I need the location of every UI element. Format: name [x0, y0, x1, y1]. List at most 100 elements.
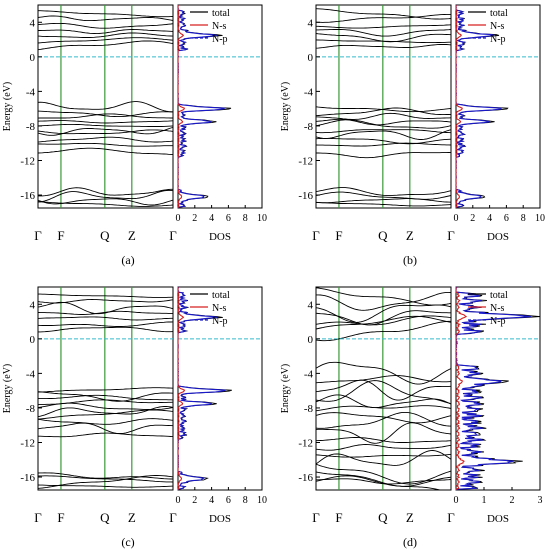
band-line [315, 129, 452, 134]
band-line [37, 299, 174, 304]
band-line [37, 142, 173, 147]
band-line [38, 10, 174, 18]
k-point-label: Q [378, 510, 388, 525]
dos-ns-curve [455, 287, 468, 490]
dos-tick-label: 0 [176, 213, 181, 224]
band-line [315, 129, 452, 140]
energy-tick-label: -16 [298, 472, 313, 484]
band-line [37, 189, 174, 203]
energy-tick-label: -12 [298, 155, 313, 167]
k-point-label: Γ [34, 228, 42, 243]
band-line [37, 37, 174, 44]
k-point-label: Γ [34, 510, 42, 525]
band-line [37, 101, 174, 113]
energy-tick-label: -16 [20, 472, 35, 484]
band-line [37, 301, 174, 315]
legend-label: N-p [212, 34, 228, 45]
k-point-label: F [335, 228, 342, 243]
band-line [315, 379, 452, 401]
energy-tick-label: 0 [30, 52, 36, 64]
band-line [38, 432, 174, 438]
k-point-label: Γ [447, 228, 455, 243]
band-line [315, 315, 452, 326]
legend-label: total [490, 290, 508, 301]
band-line [315, 405, 452, 412]
band-line [315, 444, 452, 451]
band-line [315, 361, 452, 385]
dos-tick-label: 0 [454, 495, 459, 506]
dos-tick-label: 6 [226, 495, 231, 506]
band-line [37, 136, 174, 143]
dos-axis-label: DOS [209, 513, 231, 525]
band-line [38, 293, 174, 298]
dos-tick-label: 4 [487, 213, 492, 224]
band-line [315, 422, 452, 444]
dos-frame [177, 286, 263, 491]
band-line [315, 198, 452, 204]
band-line [37, 198, 174, 206]
band-line [315, 287, 452, 306]
band-line [315, 187, 452, 196]
dos-tick-label: 10 [535, 213, 545, 224]
energy-tick-label: 0 [308, 52, 314, 64]
band-line [315, 201, 452, 207]
band-line [37, 409, 174, 420]
panel-label: (c) [121, 535, 134, 549]
band-frame [37, 4, 174, 209]
band-line [315, 191, 452, 200]
k-point-label: Z [406, 228, 414, 243]
band-line [38, 387, 174, 393]
k-point-label: F [57, 510, 64, 525]
legend-label: N-s [212, 21, 227, 32]
dos-tick-label: 4 [209, 213, 214, 224]
band-line [315, 380, 452, 405]
panel-label: (b) [403, 253, 417, 267]
band-line [37, 147, 174, 156]
band-line [38, 394, 174, 401]
band-line [315, 33, 452, 43]
dos-tick-label: 10 [257, 495, 267, 506]
dos-tick-label: 6 [504, 213, 509, 224]
band-line [315, 304, 452, 323]
band-line [37, 484, 174, 488]
k-point-label: Q [378, 228, 388, 243]
y-axis-label: Energy (eV) [280, 364, 291, 414]
energy-tick-label: 0 [308, 334, 314, 346]
band-line [315, 320, 451, 342]
band-line [315, 315, 452, 330]
legend-label: N-s [212, 303, 227, 314]
legend-label: N-p [212, 316, 228, 327]
k-point-label: Γ [312, 228, 320, 243]
energy-tick-label: -4 [26, 368, 36, 380]
energy-tick-label: 4 [308, 17, 314, 29]
energy-tick-label: -12 [20, 437, 35, 449]
k-point-label: Z [128, 510, 136, 525]
band-line [315, 112, 452, 120]
y-axis-label: Energy (eV) [2, 364, 13, 414]
energy-tick-label: -8 [304, 121, 314, 133]
band-line [38, 187, 173, 197]
band-line [315, 475, 451, 491]
y-axis-label: Energy (eV) [280, 82, 291, 132]
band-line [37, 123, 174, 127]
dos-frame [455, 286, 541, 491]
band-line [37, 120, 174, 124]
panel-label: (d) [403, 535, 417, 549]
energy-tick-label: -4 [26, 86, 36, 98]
energy-tick-label: -4 [304, 86, 314, 98]
dos-tick-label: 0 [454, 213, 459, 224]
band-line [37, 22, 174, 29]
dos-ns-curve [455, 5, 463, 208]
legend-label: N-s [490, 303, 505, 314]
band-line [315, 394, 452, 409]
band-line [316, 29, 452, 37]
band-frame [315, 286, 452, 491]
energy-tick-label: 4 [30, 17, 36, 29]
dos-frame [455, 4, 541, 209]
dos-tick-label: 2 [192, 495, 197, 506]
dos-frame [177, 4, 263, 209]
band-line [37, 310, 173, 315]
band-frame [37, 286, 174, 491]
band-line [315, 137, 452, 145]
